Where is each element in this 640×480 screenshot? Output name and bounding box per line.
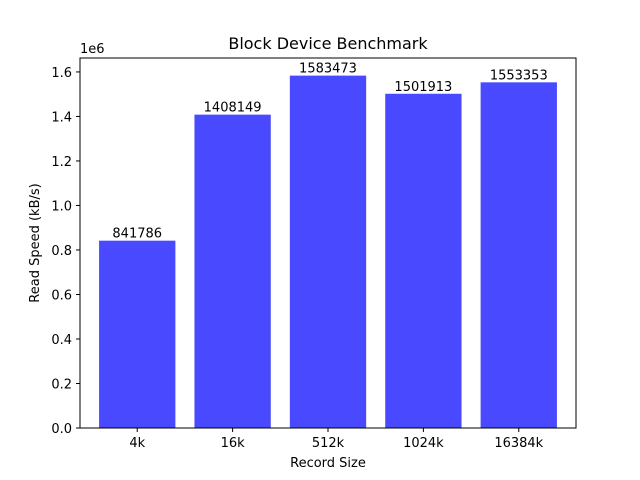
y-tick-label-0.8: 0.8	[51, 244, 72, 259]
y-tick-label-0.6: 0.6	[51, 288, 72, 303]
data-label-512k: 1583473	[299, 62, 357, 77]
y-tick-label-0.2: 0.2	[51, 377, 72, 392]
x-axis-label: Record Size	[290, 456, 366, 471]
bar-data-labels: 841786 1408149 1583473 1501913 1553353	[112, 62, 547, 242]
y-tick-label-1.4: 1.4	[51, 110, 72, 125]
bar-4k	[99, 240, 176, 428]
data-label-16384k: 1553353	[490, 68, 548, 83]
x-tick-label-16384k: 16384k	[494, 436, 543, 451]
y-tick-label-0.0: 0.0	[51, 422, 72, 437]
x-tick-label-512k: 512k	[312, 436, 345, 451]
x-tick-label-16k: 16k	[221, 436, 246, 451]
plot-area-frame	[79, 57, 577, 429]
x-tick-label-1024k: 1024k	[403, 436, 444, 451]
data-label-16k: 1408149	[204, 101, 262, 116]
bar-1024k	[385, 93, 462, 428]
bar-512k	[289, 75, 367, 429]
data-label-1024k: 1501913	[394, 80, 452, 95]
y-tick-label-1.2: 1.2	[51, 155, 72, 170]
bar-16k	[194, 114, 271, 429]
y-tick-label-1.6: 1.6	[51, 66, 72, 81]
y-axis-ticks: 0.0 0.2 0.4 0.6 0.8 1.0 1.2 1.4 1.6	[51, 66, 80, 437]
bar-16384k	[480, 82, 557, 428]
data-label-4k: 841786	[112, 227, 162, 242]
x-axis-ticks: 4k 16k 512k 1024k 16384k	[129, 428, 544, 451]
x-tick-label-4k: 4k	[129, 436, 145, 451]
chart-title: Block Device Benchmark	[228, 34, 428, 53]
bar-series	[99, 75, 557, 429]
y-tick-label-1.0: 1.0	[51, 199, 72, 214]
y-tick-label-0.4: 0.4	[51, 333, 72, 348]
y-axis-label: Read Speed (kB/s)	[28, 183, 43, 302]
y-axis-offset-label: 1e6	[80, 42, 105, 57]
